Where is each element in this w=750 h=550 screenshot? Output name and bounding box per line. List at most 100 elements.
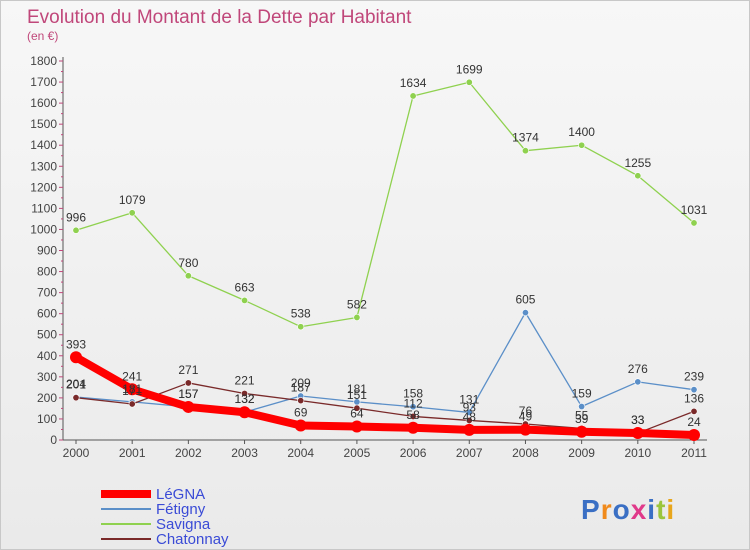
- data-point: [634, 172, 642, 180]
- data-label: 996: [66, 210, 86, 224]
- data-point: [409, 403, 417, 411]
- data-label: 187: [291, 381, 311, 395]
- series-layer: [70, 78, 700, 441]
- data-point: [350, 420, 363, 433]
- data-labels: 996 1079 780 663 538 582 1634 1699 1374 1400 1255 1…: [66, 62, 708, 429]
- data-label: 181: [347, 382, 367, 396]
- data-point: [353, 313, 361, 321]
- data-label: 49: [519, 410, 533, 424]
- data-label: 131: [459, 392, 479, 406]
- data-label: 171: [122, 384, 142, 398]
- legend-label: Fétigny: [156, 501, 206, 518]
- y-tick-label: 300: [37, 370, 57, 384]
- x-tick-label: 2001: [119, 446, 146, 460]
- data-point: [72, 226, 80, 234]
- data-point: [465, 78, 473, 86]
- y-tick-label: 700: [37, 286, 57, 300]
- x-tick-label: 2010: [624, 446, 651, 460]
- data-point: [294, 419, 307, 432]
- data-label: 69: [294, 405, 308, 419]
- legend-label: LéGNA: [156, 486, 205, 503]
- data-label: 780: [178, 256, 198, 270]
- x-tick-label: 2006: [400, 446, 427, 460]
- data-point: [409, 92, 417, 100]
- series-line: [75, 81, 695, 328]
- y-tick-label: 400: [37, 349, 57, 363]
- data-label: 209: [291, 376, 311, 390]
- data-point: [578, 403, 586, 411]
- data-label: 181: [122, 382, 142, 396]
- data-point: [688, 428, 700, 441]
- data-point: [128, 209, 136, 217]
- data-label: 1031: [681, 203, 708, 217]
- data-point: [297, 323, 305, 331]
- logo-letter: i: [647, 494, 656, 525]
- data-label: 158: [403, 387, 423, 401]
- data-label: 1699: [456, 62, 483, 76]
- data-point: [519, 423, 532, 436]
- logo-letter: x: [631, 494, 648, 525]
- data-point: [631, 427, 644, 440]
- data-point: [575, 425, 588, 438]
- data-point: [353, 404, 361, 412]
- data-label: 93: [463, 400, 477, 414]
- data-label: 157: [178, 387, 198, 401]
- x-tick-label: 2000: [63, 446, 90, 460]
- data-label: 151: [347, 388, 367, 402]
- data-point: [184, 379, 192, 387]
- data-label: 663: [235, 280, 255, 294]
- data-label: 58: [406, 408, 420, 422]
- data-label: 132: [235, 392, 255, 406]
- legend-label: Chatonnay: [156, 531, 229, 548]
- legend-label: Savigna: [156, 516, 211, 533]
- y-tick-label: 1100: [31, 201, 57, 215]
- data-label: 1374: [512, 131, 539, 145]
- data-point: [184, 272, 192, 280]
- x-tick-label: 2003: [231, 446, 258, 460]
- x-tick-label: 2011: [681, 446, 707, 460]
- data-point: [690, 407, 698, 415]
- data-point: [463, 423, 476, 436]
- x-tick-label: 2005: [344, 446, 371, 460]
- logo-letter: o: [613, 494, 631, 525]
- data-point: [128, 400, 136, 408]
- data-label: 1079: [119, 193, 146, 207]
- data-point: [690, 386, 698, 394]
- data-label: 24: [687, 415, 701, 429]
- data-label: 76: [519, 404, 533, 418]
- y-tick-label: 1800: [30, 54, 57, 68]
- data-point: [578, 141, 586, 149]
- logo-letter: i: [666, 494, 675, 525]
- data-label: 112: [404, 396, 423, 410]
- y-tick-label: 600: [37, 307, 57, 321]
- data-label: 582: [347, 297, 367, 311]
- y-tick-label: 1700: [30, 75, 57, 89]
- data-label: 1400: [568, 125, 595, 139]
- data-label: 157: [178, 387, 198, 401]
- y-tick-label: 1300: [30, 159, 57, 173]
- data-label: 64: [350, 407, 364, 421]
- data-point: [521, 309, 529, 317]
- x-tick-label: 2002: [175, 446, 202, 460]
- x-tick-label: 2007: [456, 446, 483, 460]
- data-label: 1634: [400, 76, 427, 90]
- data-label: 33: [631, 413, 645, 427]
- y-tick-label: 1000: [30, 222, 57, 236]
- data-label: 241: [122, 369, 142, 383]
- x-tick-label: 2004: [287, 446, 314, 460]
- data-point: [407, 421, 420, 434]
- data-point: [409, 412, 417, 420]
- chart-subtitle: (en €): [27, 29, 58, 43]
- data-label: 204: [66, 377, 86, 391]
- y-tick-label: 0: [50, 433, 57, 447]
- logo-letter: r: [601, 494, 613, 525]
- data-label: 276: [628, 362, 648, 376]
- data-point: [72, 394, 80, 402]
- data-point: [465, 416, 473, 424]
- x-tick-label: 2009: [568, 446, 595, 460]
- data-label: 132: [235, 392, 255, 406]
- data-label: 271: [178, 363, 198, 377]
- y-tick-label: 800: [37, 265, 57, 279]
